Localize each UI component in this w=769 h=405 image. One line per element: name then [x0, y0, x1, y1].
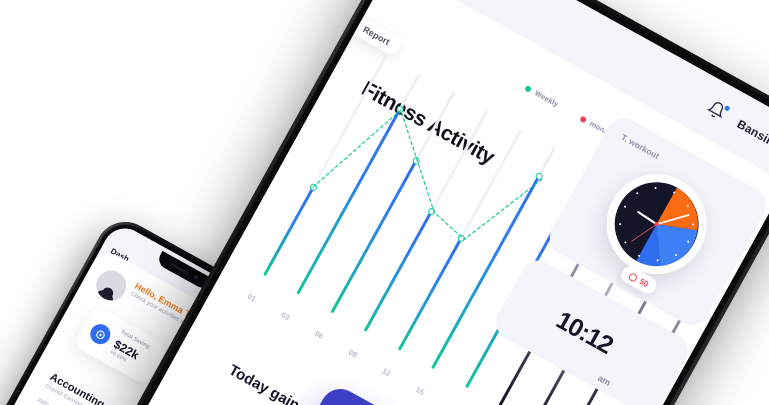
tablet-device: Bansilor Report Fitness Activity Weekly m…	[106, 0, 769, 405]
target-icon	[627, 271, 639, 283]
camera-icon	[193, 274, 199, 281]
stat-card-total-saving[interactable]: Total Saving $22k +0.69%	[72, 304, 169, 386]
x-axis-label: 08	[346, 347, 359, 360]
tablet-screen: Bansilor Report Fitness Activity Weekly m…	[119, 0, 769, 405]
bell-icon[interactable]	[704, 98, 733, 125]
status-badge-text: 50	[637, 276, 651, 290]
bar-fill	[329, 159, 418, 314]
dashboard-page: Bansilor Report Fitness Activity Weekly m…	[119, 0, 769, 405]
clock-widget	[588, 156, 725, 293]
x-axis-label: 03	[279, 310, 292, 323]
legend-dot-icon	[579, 114, 588, 123]
x-axis-label: 01	[245, 291, 258, 304]
clock-face	[600, 167, 714, 281]
dashboard-topbar: Bansilor	[392, 0, 769, 183]
x-axis-label: 15	[414, 384, 426, 397]
speaker-icon	[170, 262, 190, 275]
wallet-icon	[86, 320, 114, 348]
user-name[interactable]: Bansilor	[734, 116, 769, 153]
x-axis-label: 12	[380, 366, 393, 379]
workout-card[interactable]: T. workout	[543, 111, 769, 332]
x-axis-label: 06	[313, 328, 325, 341]
time-value: 10:12	[551, 305, 618, 360]
clock-svg	[614, 182, 699, 267]
workout-card-label: T. workout	[619, 131, 662, 162]
legend-dot-icon	[524, 84, 533, 93]
